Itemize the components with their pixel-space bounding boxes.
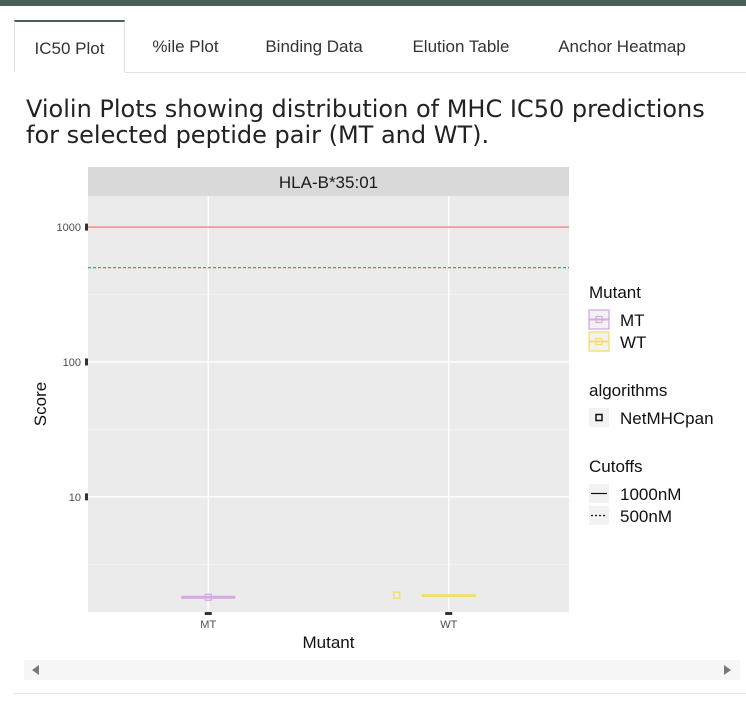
legend-label-WT: WT: [620, 333, 646, 352]
plot-panel: [88, 196, 569, 612]
top-accent-bar: [0, 0, 746, 6]
violin-MT: [181, 593, 236, 601]
horizontal-scrollbar[interactable]: [24, 660, 740, 680]
x-tick-label-MT: MT: [200, 619, 216, 631]
legend-title-mutant: Mutant: [589, 283, 641, 302]
legend-key-MT: [588, 309, 610, 330]
facet-strip: [88, 167, 569, 196]
facet-label: HLA-B*35:01: [279, 173, 378, 192]
legend-label-cutoff: 1000nM: [620, 485, 681, 504]
y-tick-mark: [85, 493, 88, 501]
tab-percentile-plot[interactable]: %ile Plot: [152, 37, 219, 56]
x-tick-mark: [204, 612, 212, 615]
legend-title-algorithms: algorithms: [589, 381, 667, 400]
tab-binding-data[interactable]: Binding Data: [265, 37, 363, 56]
y-tick-mark: [85, 358, 88, 366]
y-axis-label: Score: [31, 382, 50, 426]
legend-key-point: [595, 337, 603, 346]
y-tick-label: 1000: [57, 222, 81, 234]
legend-label-MT: MT: [620, 311, 645, 330]
legend-key-algorithm-point: [595, 413, 603, 422]
y-tick-mark: [85, 223, 88, 231]
legend-label-algorithm: NetMHCpan: [620, 409, 714, 428]
legend-label-cutoff: 500nM: [620, 507, 672, 526]
y-tick-label: 100: [63, 357, 81, 369]
tab-elution-table[interactable]: Elution Table: [412, 37, 510, 56]
data-point-WT: [393, 591, 401, 599]
violin-plot: HLA-B*35:01 10 100 1000 MT WT Mutant Score Mut…: [31, 167, 714, 652]
violin-WT: [393, 591, 476, 599]
legend-key-WT: [588, 331, 610, 352]
y-tick-label: 10: [69, 492, 81, 504]
x-tick-mark: [445, 612, 453, 615]
data-point-MT: [204, 593, 212, 601]
x-tick-label-WT: WT: [440, 619, 457, 631]
bottom-divider: [14, 693, 746, 694]
legend-key-algorithm-box: [589, 408, 609, 427]
tab-bar: IC50 Plot %ile Plot Binding Data Elution…: [14, 20, 746, 73]
plot-heading: Violin Plots showing distribution of MHC…: [26, 95, 705, 149]
tab-anchor-heatmap[interactable]: Anchor Heatmap: [558, 37, 686, 56]
x-axis-label: Mutant: [303, 633, 355, 652]
legend-title-cutoffs: Cutoffs: [589, 457, 643, 476]
scroll-right-arrow-icon[interactable]: [724, 665, 731, 675]
legend-key-point: [595, 315, 603, 324]
tab-ic50-plot[interactable]: IC50 Plot: [14, 20, 125, 73]
scroll-left-arrow-icon[interactable]: [32, 665, 39, 675]
